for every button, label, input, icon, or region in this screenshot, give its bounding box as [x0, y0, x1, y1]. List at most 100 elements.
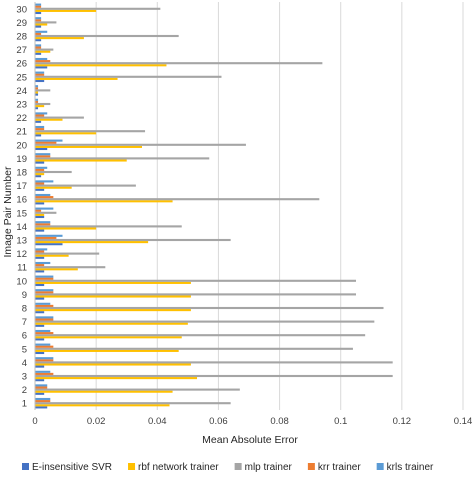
y-tick-label: 13	[16, 236, 27, 247]
bar	[35, 134, 42, 137]
bar	[35, 32, 42, 35]
bars	[35, 3, 393, 409]
bar	[35, 7, 161, 10]
bar	[35, 21, 57, 24]
bar	[35, 270, 45, 273]
bar	[35, 279, 356, 282]
bar	[35, 250, 45, 253]
bar	[35, 66, 48, 69]
bar	[35, 268, 78, 271]
x-tick-label: 0.04	[148, 416, 167, 427]
y-tick-label: 8	[22, 304, 27, 315]
y-tick-label: 27	[16, 45, 27, 56]
bar	[35, 125, 45, 129]
bar	[35, 225, 182, 228]
bar	[35, 128, 45, 131]
bar	[35, 372, 54, 375]
bar	[35, 379, 45, 382]
bar	[35, 277, 54, 280]
bar	[35, 17, 42, 20]
bar	[35, 141, 57, 144]
bar	[35, 306, 384, 310]
x-tick-label: 0.06	[209, 416, 228, 427]
bar	[35, 182, 45, 185]
y-tick-label: 28	[16, 32, 27, 43]
bar	[35, 221, 51, 224]
bar	[35, 402, 231, 405]
y-tick-label: 3	[22, 372, 27, 383]
bar	[35, 98, 39, 101]
bar	[35, 400, 51, 403]
y-tick-label: 20	[16, 140, 27, 151]
y-tick-label: 4	[22, 358, 27, 369]
bar	[35, 388, 240, 391]
bar	[35, 39, 42, 42]
bar	[35, 87, 39, 90]
bar	[35, 46, 42, 49]
bar	[35, 254, 69, 257]
bar	[35, 114, 45, 117]
x-axis-title: Mean Absolute Error	[202, 434, 298, 446]
bar	[35, 384, 48, 387]
y-tick-label: 10	[16, 276, 27, 287]
bar	[35, 357, 54, 360]
bar	[35, 71, 45, 74]
bar	[35, 116, 84, 119]
x-tick-label: 0.08	[270, 416, 289, 427]
bar	[35, 50, 51, 53]
bar	[35, 311, 45, 314]
bar	[35, 64, 167, 67]
bar	[35, 392, 45, 395]
bar	[35, 143, 246, 146]
bar	[35, 62, 323, 65]
bar	[35, 48, 54, 51]
legend-swatch	[376, 463, 384, 470]
bar	[35, 173, 45, 176]
bar	[35, 44, 42, 47]
bar	[35, 349, 179, 352]
legend-swatch	[128, 463, 136, 470]
bar	[35, 336, 182, 339]
bar	[35, 338, 45, 341]
bar	[35, 23, 48, 26]
bar	[35, 93, 39, 96]
legend-label: krr trainer	[318, 462, 361, 473]
bar	[35, 166, 48, 169]
y-tick-label: 22	[16, 113, 27, 124]
bar	[35, 351, 45, 355]
x-tick-label: 0.1	[334, 416, 347, 427]
bar	[35, 175, 42, 178]
bar	[35, 170, 72, 174]
bar	[35, 186, 72, 189]
bar	[35, 370, 51, 373]
bar	[35, 359, 54, 362]
legend-swatch	[307, 463, 315, 470]
bar	[35, 266, 106, 269]
bar	[35, 102, 51, 106]
bar	[35, 198, 320, 201]
bar	[35, 57, 48, 61]
bar	[35, 261, 51, 265]
bar	[35, 52, 42, 55]
bar	[35, 345, 54, 348]
bar	[35, 229, 45, 232]
bar	[35, 188, 45, 191]
y-tick-label: 17	[16, 181, 27, 192]
y-tick-label: 19	[16, 154, 27, 165]
bar	[35, 209, 42, 212]
bar	[35, 295, 191, 298]
bar	[35, 155, 51, 158]
bar	[35, 34, 179, 38]
y-tick-label: 26	[16, 59, 27, 70]
bar	[35, 89, 51, 92]
bar	[35, 361, 393, 364]
bar	[35, 118, 63, 121]
y-tick-label: 9	[22, 290, 27, 301]
y-tick-label: 15	[16, 208, 27, 219]
bar	[35, 377, 198, 380]
bar	[35, 365, 45, 368]
bar	[35, 9, 97, 12]
bar	[35, 302, 51, 305]
bar	[35, 107, 39, 110]
gridlines	[95, 2, 464, 410]
